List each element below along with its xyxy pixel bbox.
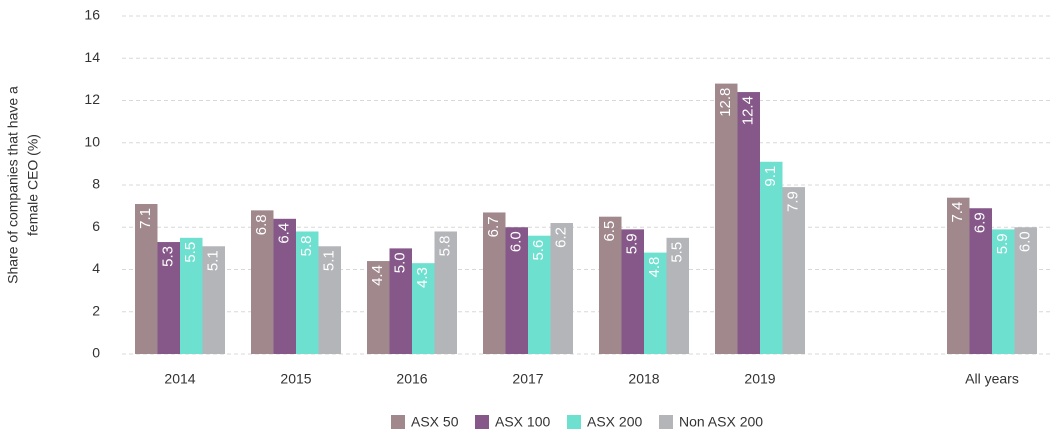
y-tick-label: 12 [84,91,100,107]
bar [782,187,805,354]
value-label: 5.1 [321,250,338,271]
value-label: 5.8 [298,235,315,256]
value-label: 7.1 [137,208,154,229]
bar [505,227,528,354]
bar [621,229,644,354]
bar [644,252,667,354]
y-tick-label: 10 [84,133,100,149]
value-label: 9.1 [762,166,779,187]
x-tick-label: 2014 [164,371,195,387]
bar [180,237,203,354]
value-label: 6.8 [253,214,270,235]
value-label: 5.5 [669,242,686,263]
bar [296,231,319,354]
bar [318,246,341,354]
y-tick-label: 14 [84,49,100,65]
y-axis-label: Share of companies that have a [5,86,21,284]
value-label: 6.2 [553,227,570,248]
value-label: 6.4 [276,223,293,244]
bar [992,229,1015,354]
value-label: 5.5 [182,242,199,263]
value-label: 5.9 [624,233,641,254]
x-tick-label: 2017 [512,371,543,387]
legend-swatch [659,415,673,429]
y-tick-label: 8 [92,176,100,192]
y-tick-label: 2 [92,302,100,318]
value-label: 6.5 [601,221,618,242]
value-label: 5.8 [437,235,454,256]
value-label: 12.8 [717,88,734,117]
value-label: 7.9 [785,191,802,212]
bar [135,204,158,354]
value-label: 6.9 [972,212,989,233]
bar [157,242,180,354]
bar [760,161,783,354]
bar [599,216,622,354]
value-label: 5.6 [530,240,547,261]
bar [389,248,412,354]
legend-label: ASX 200 [587,414,642,430]
legend-label: ASX 100 [495,414,550,430]
legend-label: Non ASX 200 [679,414,763,430]
y-tick-label: 16 [84,7,100,23]
bar [947,197,970,354]
x-tick-label: All years [965,371,1019,387]
x-tick-label: 2019 [744,371,775,387]
value-label: 12.4 [740,96,757,125]
legend-swatch [567,415,581,429]
y-tick-label: 4 [92,260,100,276]
value-label: 5.0 [392,252,409,273]
bar [273,218,296,354]
bar [550,223,573,354]
value-label: 6.0 [508,231,525,252]
bar [737,92,760,355]
value-label: 5.3 [160,246,177,267]
y-tick-label: 0 [92,345,100,361]
y-axis-label: female CEO (%) [25,134,41,236]
bar [367,261,390,354]
bar [483,212,506,354]
bar [666,237,689,354]
value-label: 5.9 [994,233,1011,254]
value-label: 4.3 [414,267,431,288]
value-label: 4.8 [646,257,663,278]
x-tick-label: 2015 [280,371,311,387]
value-label: 5.1 [205,250,222,271]
bar [969,208,992,354]
value-label: 4.4 [369,265,386,286]
bar [202,246,225,354]
legend-label: ASX 50 [411,414,459,430]
bar [434,231,457,354]
y-tick-label: 6 [92,218,100,234]
bar [412,263,435,354]
value-label: 6.0 [1017,231,1034,252]
legend-swatch [475,415,489,429]
bar [1014,227,1037,354]
x-tick-label: 2018 [628,371,659,387]
x-tick-label: 2016 [396,371,427,387]
bar [251,210,274,354]
bar [715,83,738,354]
value-label: 6.7 [485,216,502,237]
value-label: 7.4 [949,202,966,223]
bar [528,235,551,354]
legend-swatch [391,415,405,429]
